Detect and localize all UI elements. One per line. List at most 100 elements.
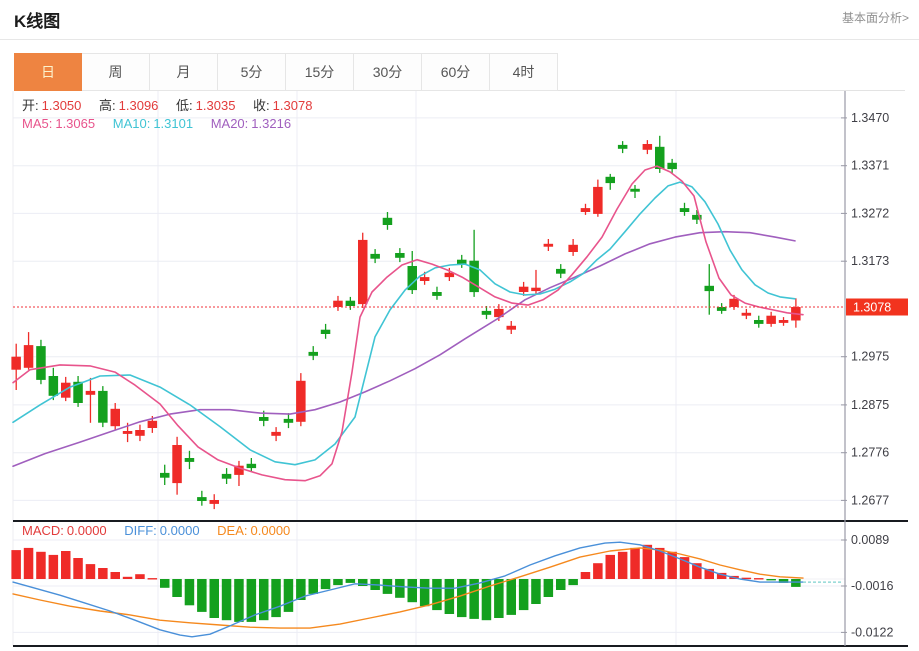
candle-body	[741, 312, 752, 316]
title-divider	[0, 39, 919, 40]
ma5-line	[12, 165, 804, 482]
macd-bar	[160, 579, 170, 588]
macd-bar	[543, 579, 554, 597]
price-tick-label: 1.3272	[851, 206, 889, 220]
tab-15分[interactable]: 15分	[286, 53, 354, 91]
macd-bar	[98, 568, 108, 579]
macd-bar	[172, 579, 182, 597]
candle-body	[73, 381, 83, 403]
macd-bar	[358, 579, 368, 586]
macd-bar	[506, 579, 516, 615]
macd-bar	[655, 547, 665, 579]
period-tabbar: 日周月 5分 15分 30分 60分 4时	[14, 53, 905, 91]
macd-bar	[296, 579, 306, 600]
candle-body	[23, 345, 34, 368]
macd-bar	[556, 579, 566, 590]
macd-bar	[432, 579, 442, 611]
candle-body	[754, 320, 764, 324]
tab-60分[interactable]: 60分	[422, 53, 490, 91]
macd-bar	[580, 572, 591, 579]
main-plot-area[interactable]	[13, 91, 845, 521]
open-value: 1.3050	[41, 98, 82, 113]
macd-bar	[36, 551, 46, 579]
candle-body	[605, 176, 615, 184]
current-price-text: 1.3078	[853, 301, 891, 315]
price-tick-label: 1.2975	[851, 350, 889, 364]
candle-body	[716, 307, 727, 311]
macd-bar	[135, 574, 145, 579]
macd-bar	[271, 579, 281, 618]
dea-line	[12, 547, 804, 629]
current-price-box	[846, 298, 908, 316]
dea-value: 0.0000	[250, 523, 291, 538]
candle-body	[271, 431, 281, 436]
candle-body	[11, 356, 21, 370]
candle-body	[358, 239, 368, 305]
tab-4时[interactable]: 4时	[490, 53, 558, 91]
tab-月[interactable]: 月	[150, 53, 218, 91]
fundamental-analysis-link[interactable]: 基本面分析>	[841, 11, 909, 25]
macd-legend: MACD: 0.0000 DIFF: 0.0000 DEA: 0.0000	[22, 523, 293, 538]
macd-bar	[209, 579, 219, 618]
candle-body	[135, 430, 145, 436]
high-label: 高:	[99, 98, 116, 113]
candle-body	[729, 298, 739, 307]
low-label: 低:	[176, 98, 193, 113]
macd-bar	[741, 577, 752, 580]
ohlc-legend: 开: 1.3050 高: 1.3096 低: 1.3035 收: 1.3078	[22, 95, 315, 114]
diff-value: 0.0000	[159, 523, 200, 538]
price-axis-labels: 1.3470 1.3371 1.3272 1.3173 1.2975 1.2875 1.27…	[841, 111, 893, 639]
candle-body	[692, 214, 702, 220]
open-label: 开:	[22, 98, 39, 113]
macd-bar	[457, 579, 467, 618]
macd-bar	[704, 568, 714, 579]
ma-legend: MA5: 1.3065 MA10: 1.3101 MA20: 1.3216	[22, 116, 294, 131]
ma20-label: MA20:	[210, 116, 249, 131]
candle-body	[48, 376, 59, 396]
macd-bar	[122, 576, 133, 579]
tab-30分[interactable]: 30分	[354, 53, 422, 91]
macd-bar	[518, 579, 529, 611]
candle-body	[432, 292, 442, 296]
candle-body	[457, 259, 467, 264]
macd-tick-label: 0.0089	[851, 533, 889, 547]
low-value: 1.3035	[195, 98, 236, 113]
diff-line	[12, 541, 804, 638]
ma5-label: MA5:	[22, 116, 53, 131]
macd-bar	[283, 579, 294, 612]
macd-bar	[11, 550, 21, 579]
candle-body	[147, 420, 158, 428]
high-value: 1.3096	[118, 98, 159, 113]
candle-body	[283, 418, 294, 423]
candle-body	[160, 472, 170, 478]
candle-body	[531, 287, 541, 292]
candle-body	[766, 315, 776, 324]
candle-body	[568, 244, 578, 252]
candle-body	[370, 253, 380, 259]
macd-bar	[320, 579, 331, 590]
macd-bar	[605, 554, 615, 579]
macd-bar	[642, 544, 653, 579]
candle-body	[308, 351, 318, 356]
tab-日[interactable]: 日	[14, 53, 82, 91]
ma20-value: 1.3216	[251, 116, 292, 131]
candle-body	[110, 408, 120, 427]
dea-label: DEA:	[217, 523, 248, 538]
macd-bar	[48, 554, 59, 579]
candle-body	[518, 286, 529, 292]
macd-label: MACD:	[22, 523, 64, 538]
candle-body	[543, 243, 554, 247]
macd-bar	[444, 579, 455, 614]
macd-bar	[407, 579, 417, 603]
candle-body	[679, 208, 690, 212]
macd-bar	[23, 547, 34, 579]
tab-周[interactable]: 周	[82, 53, 150, 91]
macd-tick-label: -0.0016	[851, 579, 893, 593]
tab-5分[interactable]: 5分	[218, 53, 286, 91]
price-tick-label: 1.2677	[851, 493, 889, 507]
macd-bar	[568, 579, 578, 586]
close-value: 1.3078	[272, 98, 313, 113]
macd-bar	[692, 563, 702, 579]
